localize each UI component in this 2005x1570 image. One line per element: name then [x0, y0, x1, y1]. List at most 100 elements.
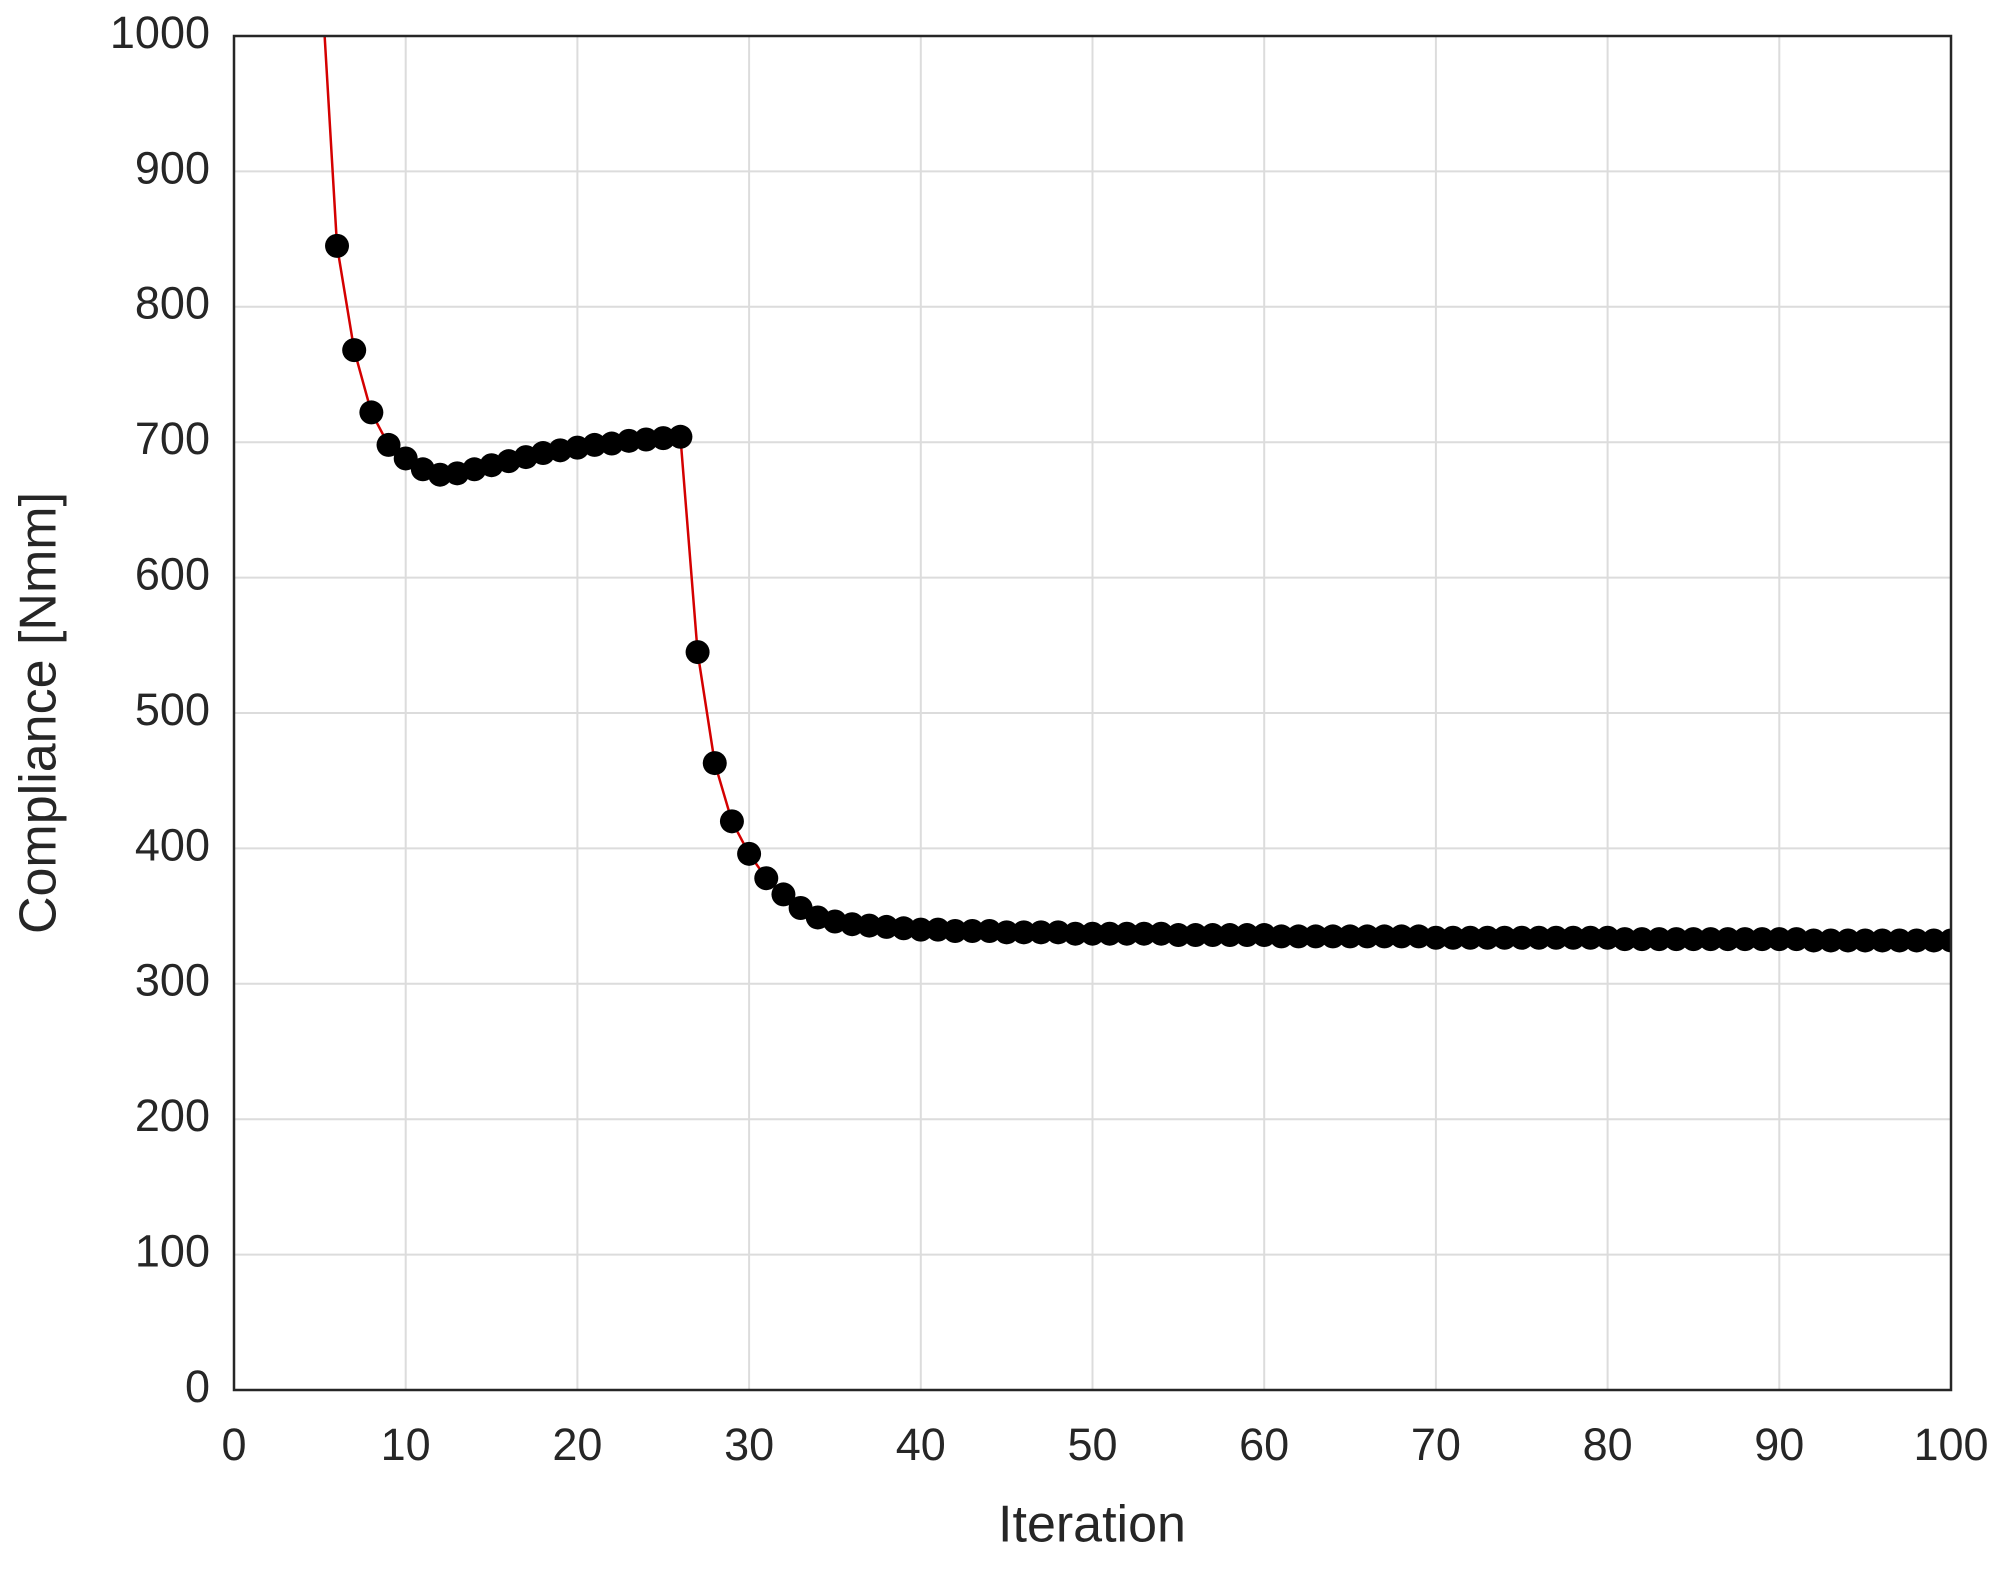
y-tick-label: 1000	[110, 7, 210, 58]
data-point	[925, 917, 950, 942]
data-point	[1818, 928, 1843, 953]
data-point	[1097, 921, 1122, 946]
data-point	[1286, 924, 1311, 949]
data-point	[1320, 924, 1345, 949]
data-point	[1114, 921, 1139, 946]
data-point	[376, 432, 401, 457]
data-point	[1904, 928, 1929, 953]
data-point	[1252, 923, 1277, 948]
x-tick-label: 70	[1411, 1419, 1461, 1470]
data-point	[1509, 925, 1534, 950]
data-point	[771, 882, 796, 907]
data-point	[1355, 924, 1380, 949]
data-point	[1458, 925, 1483, 950]
data-point	[754, 866, 779, 891]
data-point	[1132, 921, 1157, 946]
data-point	[977, 918, 1002, 943]
data-point	[1750, 927, 1775, 952]
data-point	[1200, 923, 1225, 948]
data-point	[1406, 924, 1431, 949]
data-point	[1526, 925, 1551, 950]
data-point	[1217, 923, 1242, 948]
data-point	[1492, 925, 1517, 950]
data-point	[1939, 928, 1951, 953]
data-point	[1423, 925, 1448, 950]
x-axis-label: Iteration	[998, 1496, 1186, 1554]
data-point	[325, 233, 350, 258]
data-point	[1801, 928, 1826, 953]
data-point	[428, 462, 453, 487]
data-point	[685, 640, 710, 665]
y-tick-label: 300	[135, 955, 210, 1006]
data-point	[1887, 928, 1912, 953]
plot-area	[323, 36, 1951, 953]
data-point	[582, 432, 607, 457]
data-point	[1080, 921, 1105, 946]
x-tick-label: 40	[896, 1419, 946, 1470]
data-point	[634, 427, 659, 452]
data-point	[1681, 927, 1706, 952]
data-point	[1372, 924, 1397, 949]
data-point	[1149, 921, 1174, 946]
data-point	[1647, 927, 1672, 952]
data-point	[1183, 923, 1208, 948]
data-point	[1389, 924, 1414, 949]
data-point	[616, 428, 641, 453]
x-tick-label: 10	[381, 1419, 431, 1470]
data-point	[719, 809, 744, 834]
y-tick-label: 900	[135, 142, 210, 193]
data-point	[1046, 920, 1071, 945]
data-point	[1921, 928, 1946, 953]
data-point	[651, 426, 676, 451]
data-point	[1063, 921, 1088, 946]
x-tick-label: 80	[1583, 1419, 1633, 1470]
data-point	[943, 918, 968, 943]
y-axis-label: Compliance [Nmm]	[10, 492, 68, 934]
data-point	[1835, 928, 1860, 953]
data-point	[1595, 925, 1620, 950]
y-tick-label: 100	[135, 1225, 210, 1276]
data-point	[1028, 920, 1053, 945]
x-tick-label: 90	[1754, 1419, 1804, 1470]
data-point	[1475, 925, 1500, 950]
tick-labels: 0 10 20 30 40 50 60 70 80 90 100010020030040050060…	[110, 7, 1989, 1470]
data-point	[393, 446, 418, 471]
y-tick-label: 700	[135, 413, 210, 464]
data-point	[1853, 928, 1878, 953]
x-tick-label: 100	[1913, 1419, 1988, 1470]
data-point	[1664, 927, 1689, 952]
x-tick-label: 30	[724, 1419, 774, 1470]
data-point	[840, 912, 865, 937]
data-point	[1612, 927, 1637, 952]
y-tick-label: 200	[135, 1090, 210, 1141]
x-tick-label: 0	[221, 1419, 246, 1470]
data-point	[1767, 927, 1792, 952]
data-point	[874, 914, 899, 939]
data-point	[702, 751, 727, 776]
data-point	[1544, 925, 1569, 950]
data-point	[960, 918, 985, 943]
data-point	[1338, 924, 1363, 949]
y-tick-label: 0	[185, 1361, 210, 1412]
data-point	[1784, 927, 1809, 952]
data-point	[1561, 925, 1586, 950]
data-point	[891, 916, 916, 941]
data-point	[1732, 927, 1757, 952]
y-tick-label: 500	[135, 684, 210, 735]
data-point	[1870, 928, 1895, 953]
data-point	[857, 913, 882, 938]
data-point	[668, 424, 693, 449]
data-point	[1235, 923, 1260, 948]
data-point	[1578, 925, 1603, 950]
data-point	[1715, 927, 1740, 952]
data-point	[1269, 924, 1294, 949]
x-tick-label: 60	[1239, 1419, 1289, 1470]
plot-frame	[232, 34, 1953, 1392]
data-point	[1698, 927, 1723, 952]
data-point	[1629, 927, 1654, 952]
data-point	[908, 917, 933, 942]
data-point	[994, 920, 1019, 945]
y-tick-label: 800	[135, 278, 210, 329]
